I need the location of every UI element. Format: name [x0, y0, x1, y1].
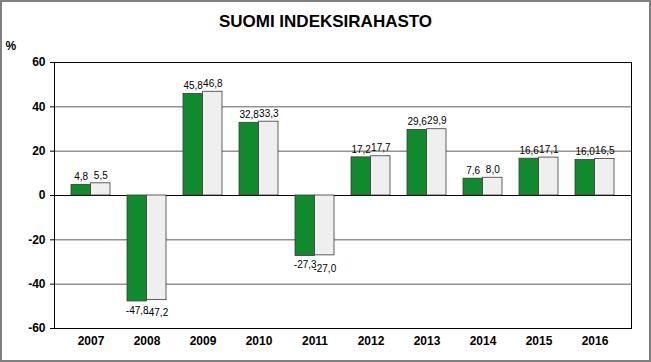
svg-text:2013: 2013: [414, 334, 441, 348]
svg-text:2011: 2011: [302, 334, 328, 348]
svg-text:-60: -60: [28, 321, 46, 335]
svg-text:2015: 2015: [526, 334, 553, 348]
svg-text:33,3: 33,3: [259, 108, 279, 119]
svg-text:7,6: 7,6: [466, 165, 480, 176]
svg-text:%: %: [6, 39, 17, 53]
svg-text:45,8: 45,8: [183, 80, 203, 91]
svg-text:-40: -40: [28, 277, 46, 291]
svg-text:60: 60: [32, 55, 46, 69]
svg-text:0: 0: [39, 188, 46, 202]
svg-text:2007: 2007: [78, 334, 105, 348]
svg-text:17,1: 17,1: [539, 144, 559, 155]
svg-text:16,0: 16,0: [575, 146, 595, 157]
svg-text:16,5: 16,5: [595, 145, 615, 156]
svg-text:46,8: 46,8: [203, 78, 223, 89]
svg-text:-27,0: -27,0: [313, 263, 336, 274]
svg-text:17,2: 17,2: [351, 144, 371, 155]
svg-text:17,7: 17,7: [371, 142, 391, 153]
svg-text:40: 40: [32, 100, 46, 114]
svg-text:5,5: 5,5: [94, 170, 108, 181]
svg-text:29,9: 29,9: [427, 115, 447, 126]
svg-text:2010: 2010: [246, 334, 273, 348]
svg-text:2009: 2009: [190, 334, 217, 348]
svg-text:-20: -20: [28, 233, 46, 247]
svg-text:2012: 2012: [358, 334, 385, 348]
html-text:SUOMI INDEKSIRAHASTO: SUOMI INDEKSIRAHASTO: [218, 12, 433, 31]
svg-text:29,6: 29,6: [407, 116, 427, 127]
svg-text:-47,8: -47,8: [125, 304, 149, 316]
svg-text:4,8: 4,8: [74, 171, 88, 182]
svg-text:2014: 2014: [470, 334, 497, 348]
svg-text:2016: 2016: [582, 334, 609, 348]
svg-text:-27,3: -27,3: [293, 259, 317, 271]
svg-text:2008: 2008: [134, 334, 161, 348]
svg-text:20: 20: [32, 144, 46, 158]
svg-text:-47,2: -47,2: [145, 307, 168, 318]
svg-text:32,8: 32,8: [239, 109, 259, 120]
svg-text:8,0: 8,0: [486, 164, 500, 175]
svg-text:16,6: 16,6: [519, 145, 539, 156]
